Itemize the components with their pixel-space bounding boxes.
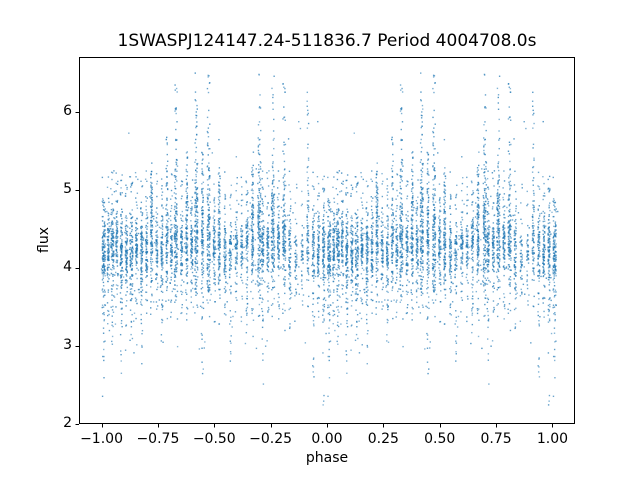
x-tick-label: −1.00 <box>80 431 123 447</box>
x-tick-label: −0.50 <box>192 431 236 447</box>
x-tick-label: 1.00 <box>536 431 569 447</box>
x-tick-label: 0.00 <box>311 431 343 447</box>
x-tick-label: −0.75 <box>136 431 180 447</box>
x-tick-label: 0.50 <box>424 431 456 447</box>
x-axis-label: phase <box>305 450 349 466</box>
y-tick-label: 4 <box>63 258 72 275</box>
y-axis-label-text: flux <box>36 227 52 253</box>
chart-title: 1SWASPJ124147.24-511836.7 Period 4004708… <box>117 31 537 51</box>
y-tick-label: 6 <box>63 102 72 119</box>
y-tick-label: 5 <box>63 180 72 197</box>
y-tick-label: 3 <box>63 336 72 353</box>
x-tick-label: 0.25 <box>367 431 399 447</box>
x-tick-label: 0.75 <box>480 431 512 447</box>
x-tick-label: −0.25 <box>249 431 293 447</box>
y-tick-label: 2 <box>63 415 72 431</box>
